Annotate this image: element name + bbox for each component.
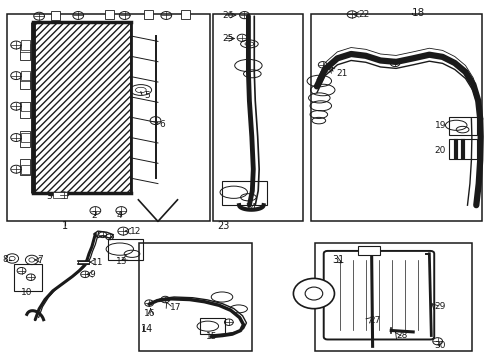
Bar [448, 139, 476, 159]
Bar [20, 102, 30, 118]
Text: 15: 15 [205, 332, 217, 341]
Bar [20, 44, 30, 60]
Bar [7, 14, 210, 221]
Bar [139, 243, 251, 351]
Text: 24: 24 [245, 203, 256, 212]
Bar [20, 102, 30, 111]
Text: 25: 25 [222, 34, 233, 43]
Bar [20, 133, 30, 142]
Bar [78, 261, 89, 264]
Text: 17: 17 [170, 303, 182, 312]
Bar [105, 10, 114, 19]
Text: 6: 6 [159, 120, 164, 129]
Text: 3: 3 [46, 192, 52, 201]
Text: 4: 4 [117, 211, 122, 220]
Text: 2: 2 [91, 211, 97, 220]
Bar [107, 239, 142, 260]
FancyBboxPatch shape [323, 251, 433, 339]
Bar [20, 131, 30, 147]
Bar [212, 14, 303, 221]
Bar [144, 10, 153, 19]
Text: 28: 28 [395, 331, 407, 340]
Text: 26: 26 [222, 10, 233, 19]
Text: 29: 29 [433, 302, 445, 311]
Bar [33, 22, 131, 193]
Circle shape [293, 278, 334, 309]
Bar [448, 117, 476, 135]
Text: 10: 10 [21, 288, 33, 297]
Text: 14: 14 [141, 324, 153, 334]
Text: 13: 13 [115, 257, 127, 266]
Text: 16: 16 [143, 309, 155, 318]
Bar [53, 192, 67, 198]
Bar [222, 181, 266, 205]
Text: 9: 9 [89, 270, 95, 279]
Bar [20, 71, 30, 80]
Bar [315, 243, 471, 351]
Text: 31: 31 [332, 255, 344, 265]
Text: 20: 20 [434, 145, 445, 155]
Text: 30: 30 [433, 341, 445, 350]
Text: 19: 19 [433, 121, 445, 130]
Text: 23: 23 [216, 221, 229, 231]
Bar [20, 159, 30, 175]
Text: 7: 7 [38, 256, 43, 264]
Text: 12: 12 [129, 227, 141, 236]
Bar [20, 165, 30, 174]
Text: 5: 5 [144, 91, 150, 100]
Text: 22: 22 [358, 10, 369, 19]
Circle shape [305, 287, 322, 300]
Text: 11: 11 [92, 258, 103, 266]
Bar [310, 14, 481, 221]
Bar [20, 73, 30, 89]
Bar [14, 264, 42, 291]
Text: 1: 1 [62, 221, 68, 231]
Bar [199, 318, 224, 334]
Bar [51, 11, 60, 20]
Text: 8: 8 [2, 256, 8, 264]
Bar [181, 10, 189, 19]
Bar [358, 246, 380, 255]
Bar [20, 40, 30, 50]
Text: 21: 21 [336, 69, 347, 78]
Text: 18: 18 [411, 8, 424, 18]
Text: 27: 27 [368, 316, 380, 325]
